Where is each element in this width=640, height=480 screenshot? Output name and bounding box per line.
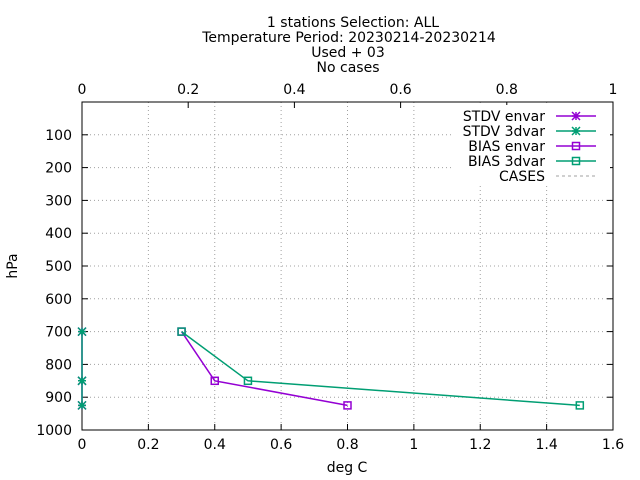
x-axis-label: deg C [327, 460, 368, 476]
tick-labels: 0 0.2 0.4 0.6 0.8 1 1.2 1.4 1.6 0 0.2 0.4 0.6 0.8 1 100… [36, 82, 624, 453]
y-tick-label: 600 [45, 292, 72, 308]
y-tick-label: 900 [45, 390, 72, 406]
square-marker [210, 376, 219, 386]
y-tick-label: 400 [45, 226, 72, 242]
star-marker [77, 376, 87, 386]
x2-tick-label: 0.4 [283, 82, 305, 98]
legend-background [452, 105, 610, 183]
x2-tick-label: 0.6 [389, 82, 411, 98]
y-axis-label: hPa [5, 253, 21, 278]
chart-title: 1 stations Selection: ALL Temperature Pe… [201, 15, 496, 76]
y-tick-label: 800 [45, 357, 72, 373]
series-line [180, 331, 348, 407]
legend-label: CASES [499, 169, 545, 185]
x-tick-label: 0.6 [270, 437, 292, 453]
legend-label: STDV envar [463, 109, 545, 125]
x-tick-label: 0.8 [336, 437, 358, 453]
x2-tick-label: 0.2 [177, 82, 199, 98]
star-marker [77, 400, 87, 410]
square-marker [177, 327, 186, 336]
axes [81, 101, 614, 431]
y-tick-label: 700 [45, 325, 72, 341]
y-tick-label: 300 [45, 193, 72, 209]
x-tick-label: 0.2 [137, 437, 159, 453]
title-line-2: Temperature Period: 20230214-20230214 [201, 30, 496, 46]
x-tick-label: 0 [78, 437, 87, 453]
x2-tick-label: 0 [78, 82, 87, 98]
x2-tick-label: 1 [609, 82, 618, 98]
x-tick-label: 1 [409, 437, 418, 453]
star-marker [77, 327, 87, 337]
square-marker [343, 401, 352, 410]
grid [82, 102, 613, 430]
y-tick-label: 200 [45, 161, 72, 177]
x-tick-label: 1.4 [535, 437, 557, 453]
y-tick-label: 1000 [36, 423, 72, 439]
data-series [77, 327, 585, 410]
x2-tick-label: 0.8 [496, 82, 518, 98]
legend-label: STDV 3dvar [463, 124, 546, 140]
star-marker [571, 111, 581, 121]
series-line [181, 330, 580, 407]
square-marker [571, 156, 581, 166]
title-line-3: Used + 03 [311, 45, 385, 61]
square-marker [243, 376, 253, 386]
legend-label: BIAS envar [468, 139, 545, 155]
title-line-1: 1 stations Selection: ALL [267, 15, 439, 31]
x-tick-label: 1.2 [469, 437, 491, 453]
y-tick-label: 100 [45, 128, 72, 144]
title-line-4: No cases [317, 60, 380, 76]
square-marker [575, 401, 585, 410]
x-tick-label: 1.6 [602, 437, 624, 453]
legend-label: BIAS 3dvar [468, 154, 545, 170]
x-tick-label: 0.4 [204, 437, 226, 453]
square-marker [571, 141, 581, 151]
star-marker [571, 126, 581, 136]
y-tick-label: 500 [45, 259, 72, 275]
